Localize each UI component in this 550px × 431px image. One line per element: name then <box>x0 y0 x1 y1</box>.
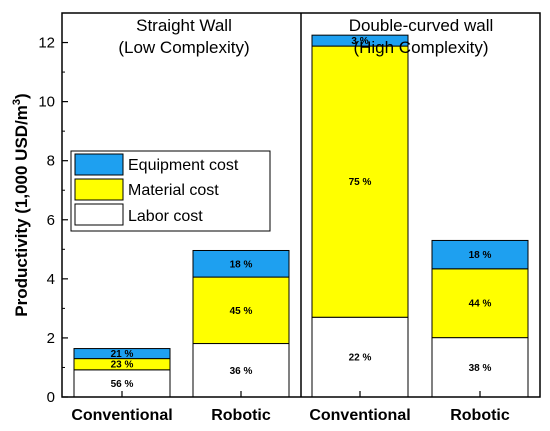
y-axis: 0 2 4 6 8 10 12 <box>38 35 68 406</box>
percent-label-labor-cost-3: 38 % <box>469 363 492 374</box>
y-tick-label-4: 8 <box>47 153 55 170</box>
y-axis-label: Productivity (1,000 USD/m3) <box>11 93 31 316</box>
y-tick-label-6: 12 <box>38 35 55 52</box>
bar-material-cost-3 <box>431 268 529 339</box>
y-axis-label-main: Productivity (1,000 USD/m <box>12 105 31 317</box>
legend: Equipment cost Material cost Labor cost <box>70 150 271 232</box>
y-tick-label-1: 2 <box>47 330 55 347</box>
x-category-label-3: Robotic <box>450 407 510 424</box>
percent-label-material-cost-1: 45 % <box>230 306 253 317</box>
legend-label-labor: Labor cost <box>128 208 203 225</box>
percent-label-equipment-cost-0: 21 % <box>111 349 134 360</box>
percent-label-equipment-cost-2: 3 % <box>351 36 368 47</box>
x-category-label-2: Conventional <box>309 407 410 424</box>
percent-label-labor-cost-2: 22 % <box>349 353 372 364</box>
panel-title-right-line2: (High Complexity) <box>353 38 488 57</box>
percent-label-labor-cost-1: 36 % <box>230 366 253 377</box>
bars-layer <box>73 34 529 398</box>
legend-label-material: Material cost <box>128 182 219 199</box>
legend-swatch-equipment <box>74 153 124 176</box>
panel-title-right-line1: Double-curved wall <box>349 16 494 35</box>
y-tick-label-5: 10 <box>38 94 55 111</box>
bar-equipment-cost-2 <box>311 34 409 47</box>
y-axis-label-sup: 3 <box>11 99 23 105</box>
y-axis-label-close: ) <box>12 93 31 99</box>
percent-label-equipment-cost-1: 18 % <box>230 259 253 270</box>
legend-label-equipment: Equipment cost <box>128 157 239 174</box>
panel-title-left-line1: Straight Wall <box>136 16 232 35</box>
bar-labor-cost-1 <box>192 343 290 398</box>
panel-title-left-line2: (Low Complexity) <box>118 38 249 57</box>
percent-label-equipment-cost-3: 18 % <box>469 250 492 261</box>
y-tick-label-3: 6 <box>47 212 55 229</box>
x-category-label-1: Robotic <box>211 407 271 424</box>
legend-swatch-material <box>74 178 124 201</box>
x-axis: Conventional Robotic Conventional Robotic <box>71 391 510 424</box>
bar-equipment-cost-0 <box>73 348 171 360</box>
y-tick-label-0: 0 <box>47 389 55 406</box>
legend-swatch-labor <box>74 203 124 226</box>
percent-label-material-cost-3: 44 % <box>469 299 492 310</box>
y-tick-label-2: 4 <box>47 271 55 288</box>
percent-label-labor-cost-0: 56 % <box>111 379 134 390</box>
bar-equipment-cost-1 <box>192 249 290 278</box>
x-category-label-0: Conventional <box>71 407 172 424</box>
bar-labor-cost-3 <box>431 337 529 398</box>
percent-label-material-cost-2: 75 % <box>349 177 372 188</box>
percent-label-material-cost-0: 23 % <box>111 360 134 371</box>
percent-labels-layer: 56 % 23 %21 % 36 % 45 % 18 % 22 % 75 % 3 % 38 % 4… <box>111 36 492 390</box>
bar-equipment-cost-3 <box>431 239 529 270</box>
bar-material-cost-1 <box>192 276 290 345</box>
